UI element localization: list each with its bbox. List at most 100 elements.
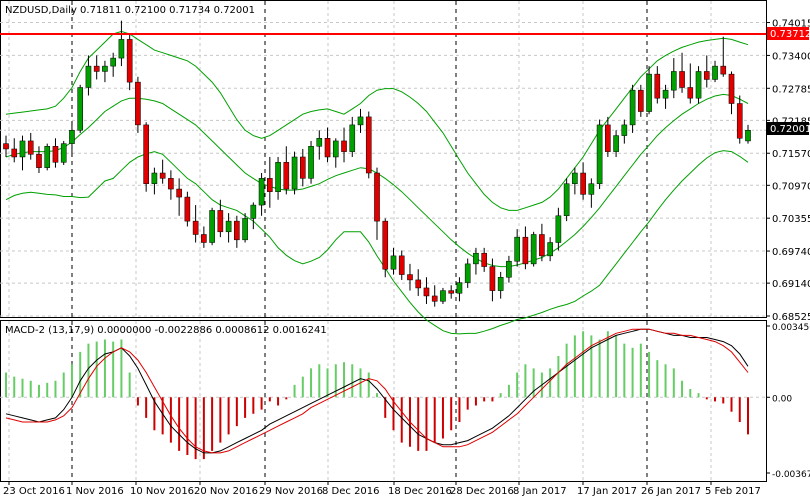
candle-body [341, 140, 347, 152]
candle[interactable] [93, 55, 100, 80]
candle[interactable] [341, 127, 347, 163]
candle[interactable] [555, 207, 562, 251]
candle[interactable] [324, 127, 331, 163]
candle[interactable] [52, 138, 59, 168]
candle[interactable] [506, 255, 512, 283]
candle[interactable] [118, 20, 125, 67]
candle[interactable] [374, 167, 380, 240]
candle[interactable] [547, 237, 553, 262]
candle[interactable] [448, 285, 455, 299]
candle[interactable] [250, 202, 257, 230]
candle[interactable] [332, 138, 339, 168]
candle[interactable] [712, 60, 718, 83]
candle[interactable] [670, 58, 677, 99]
candle[interactable] [135, 76, 141, 133]
candle[interactable] [102, 60, 108, 83]
candle[interactable] [745, 124, 751, 144]
candle[interactable] [201, 226, 207, 248]
candle[interactable] [473, 247, 479, 275]
candle-body [514, 236, 520, 262]
candle[interactable] [143, 122, 149, 192]
candle[interactable] [646, 66, 652, 115]
candle[interactable] [176, 178, 182, 216]
candle[interactable] [3, 135, 9, 157]
candle[interactable] [349, 116, 356, 157]
candle[interactable] [390, 247, 397, 275]
candle[interactable] [275, 156, 281, 200]
candle[interactable] [225, 213, 232, 243]
candle[interactable] [382, 218, 389, 278]
candle[interactable] [662, 84, 669, 109]
candle[interactable] [629, 84, 636, 133]
candle[interactable] [126, 34, 133, 91]
candle[interactable] [184, 191, 191, 227]
candle[interactable] [514, 229, 520, 267]
candle[interactable] [703, 55, 710, 88]
x-tick-label: 1 Nov 2016 [66, 486, 124, 497]
candle-body [563, 183, 570, 217]
candle[interactable] [407, 263, 413, 291]
candle[interactable] [736, 95, 743, 144]
candle[interactable] [638, 84, 644, 117]
candle[interactable] [308, 140, 314, 184]
candle[interactable] [110, 52, 116, 77]
candle[interactable] [77, 84, 84, 133]
candle[interactable] [267, 156, 273, 208]
candle[interactable] [605, 116, 611, 157]
candle[interactable] [242, 213, 248, 243]
candle[interactable] [596, 119, 603, 190]
candle[interactable] [258, 173, 265, 216]
candle[interactable] [316, 130, 323, 160]
candle[interactable] [283, 146, 290, 195]
candle[interactable] [456, 277, 463, 302]
candle[interactable] [654, 66, 661, 104]
candle-body [77, 87, 84, 131]
candle[interactable] [69, 122, 75, 157]
candle[interactable] [720, 36, 727, 77]
candle[interactable] [234, 215, 240, 248]
candle-body [291, 156, 298, 190]
candle[interactable] [151, 167, 158, 195]
candle[interactable] [621, 119, 628, 144]
candle[interactable] [522, 226, 529, 270]
candle[interactable] [613, 130, 619, 157]
candle[interactable] [168, 170, 174, 200]
candle[interactable] [539, 223, 545, 262]
candle[interactable] [11, 138, 18, 163]
x-tick-label: 10 Nov 2016 [130, 486, 194, 497]
candle[interactable] [357, 108, 364, 133]
candle[interactable] [563, 178, 570, 222]
candle[interactable] [530, 231, 537, 267]
candle[interactable] [19, 135, 26, 171]
candle[interactable] [572, 167, 578, 195]
candle[interactable] [60, 140, 67, 165]
candle[interactable] [431, 285, 438, 307]
candle[interactable] [291, 151, 298, 195]
candle[interactable] [481, 247, 487, 272]
candle[interactable] [728, 71, 735, 115]
candle[interactable] [440, 287, 446, 304]
candle[interactable] [695, 66, 702, 104]
candle[interactable] [687, 63, 694, 104]
candle[interactable] [85, 55, 92, 96]
candle[interactable] [217, 199, 224, 238]
candle[interactable] [489, 258, 496, 302]
candle[interactable] [36, 146, 42, 174]
candle[interactable] [497, 271, 504, 299]
candle[interactable] [580, 162, 586, 200]
candle[interactable] [365, 111, 372, 179]
candle[interactable] [588, 178, 595, 208]
candle[interactable] [209, 207, 215, 246]
candle[interactable] [679, 52, 685, 93]
candle[interactable] [398, 250, 405, 280]
candle[interactable] [192, 205, 199, 243]
candle-body [506, 260, 512, 278]
candle[interactable] [464, 258, 471, 288]
candle[interactable] [423, 277, 430, 304]
candle[interactable] [299, 148, 306, 187]
candle[interactable] [159, 159, 166, 184]
candle[interactable] [415, 269, 422, 296]
candle[interactable] [27, 132, 34, 160]
candle[interactable] [44, 143, 51, 171]
